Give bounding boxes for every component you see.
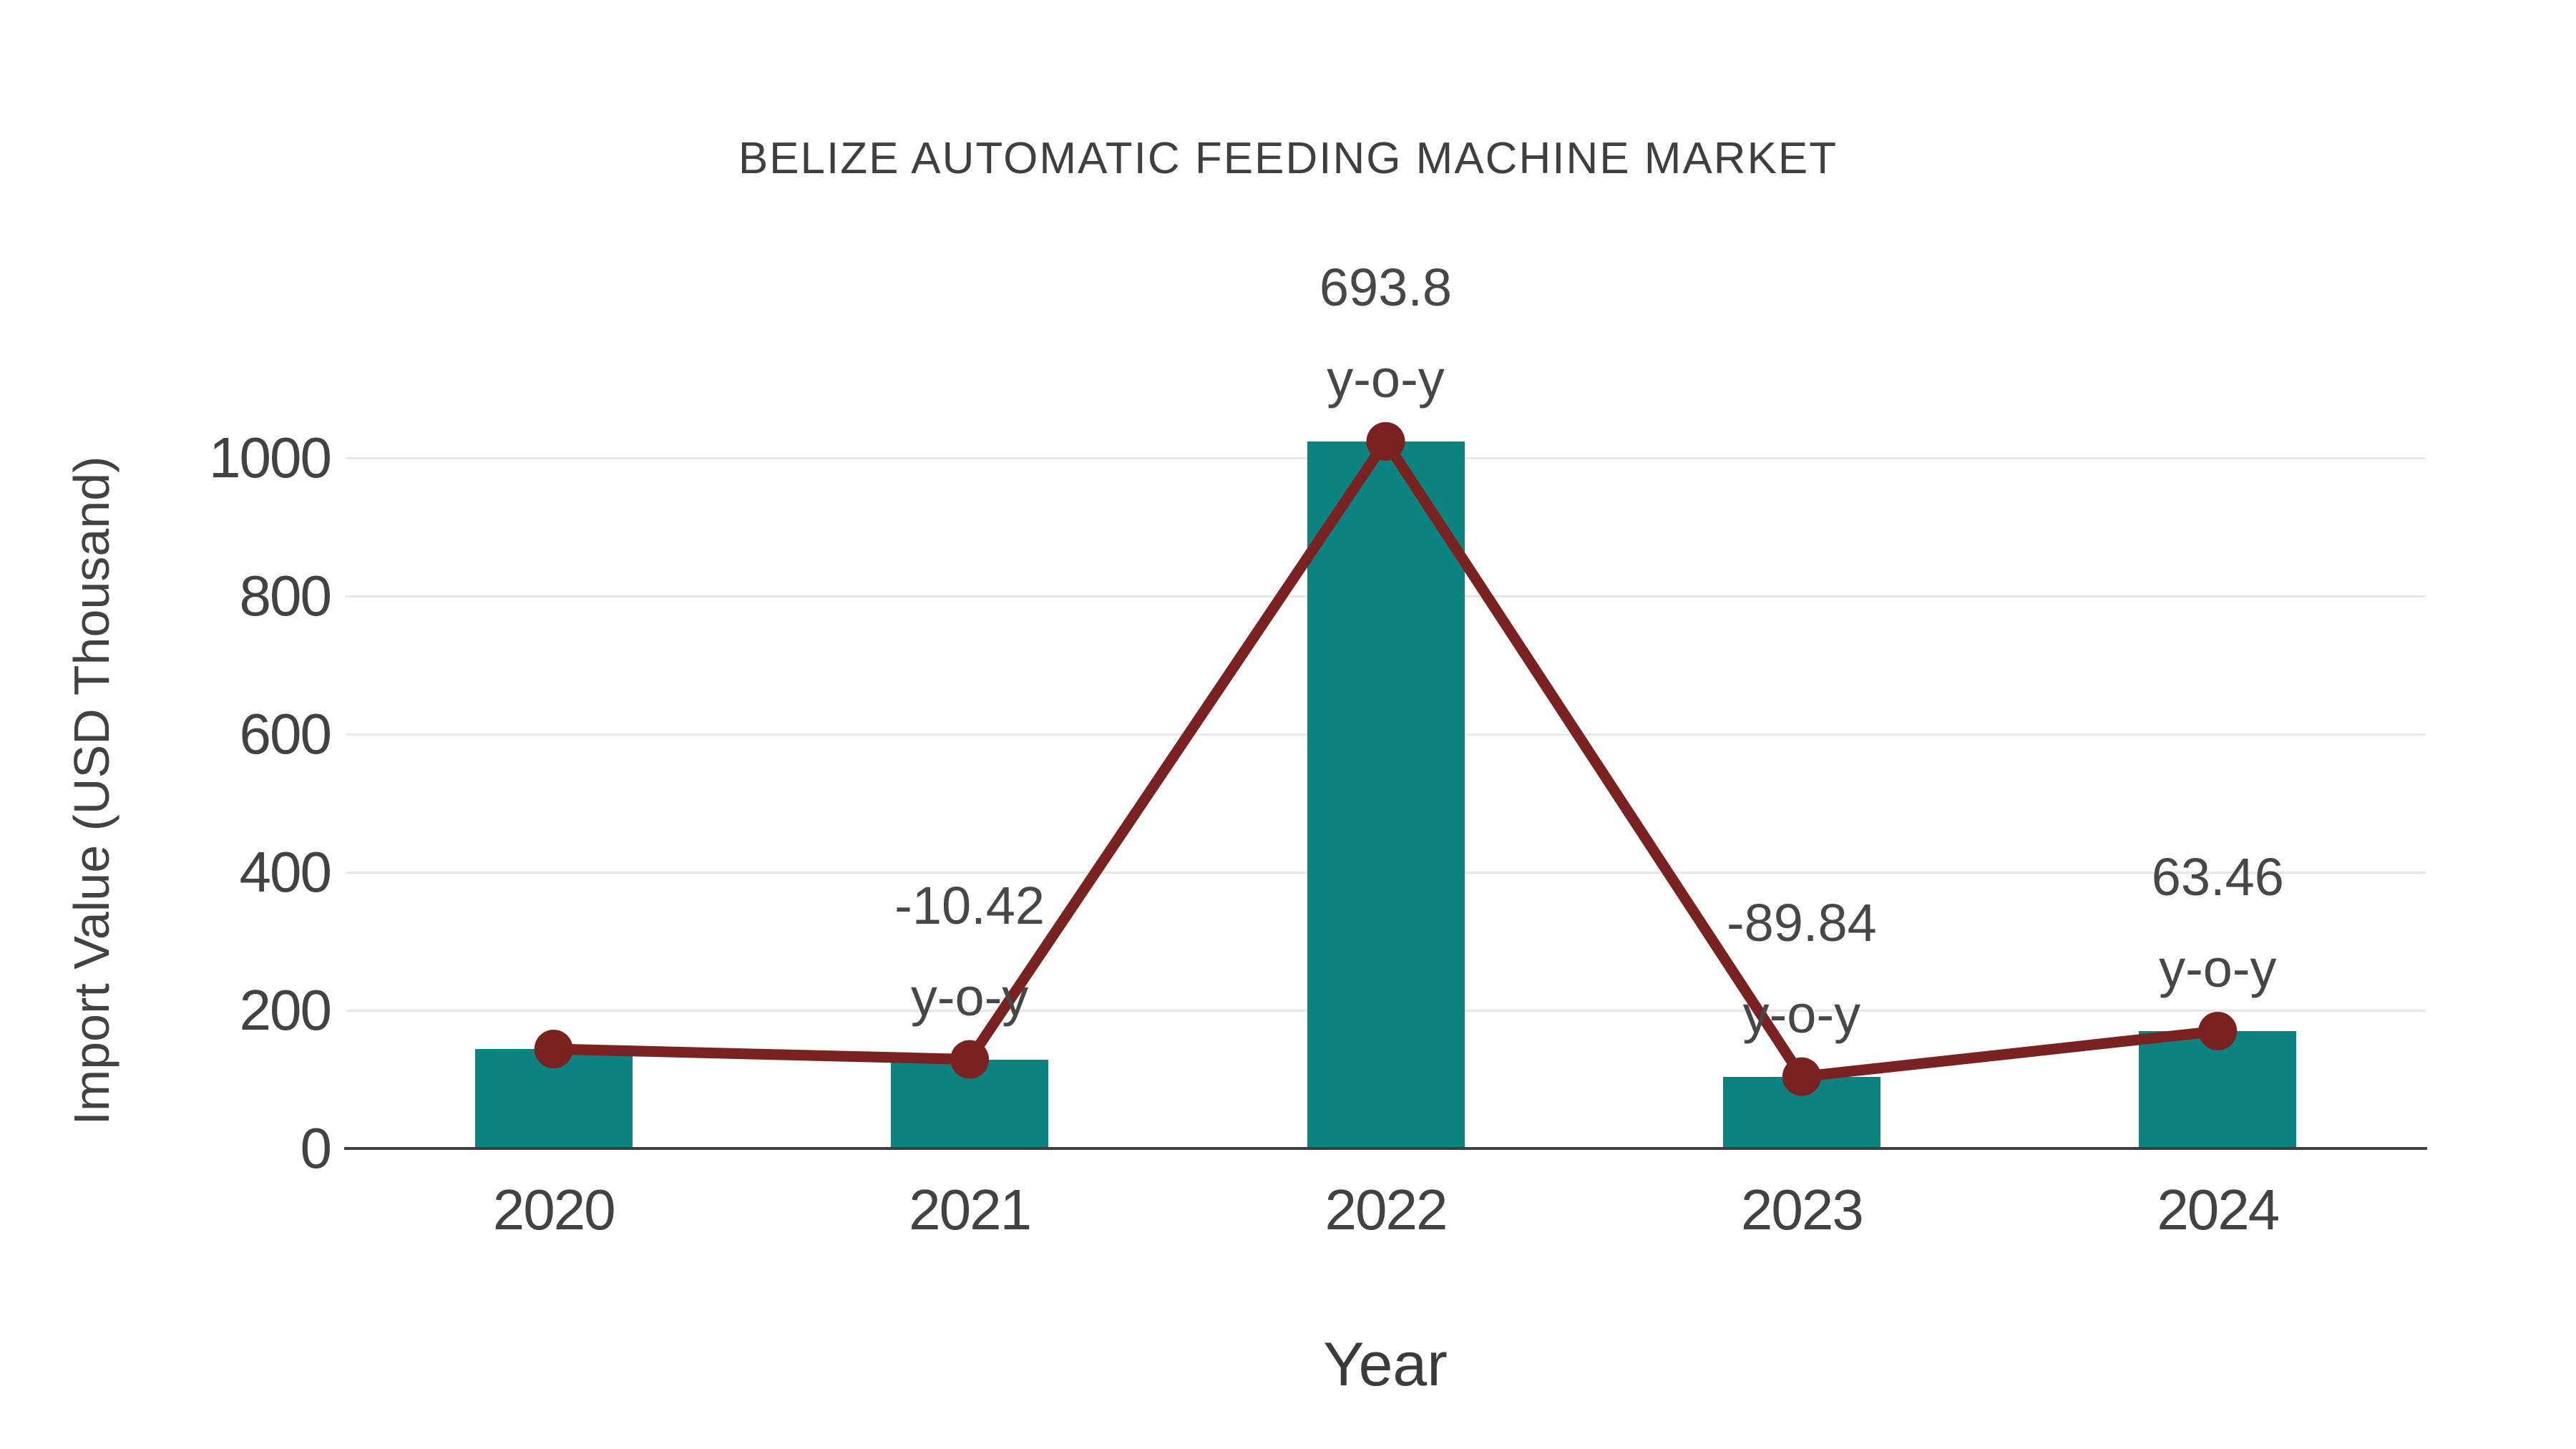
annotation-suffix-2024: y-o-y xyxy=(2159,938,2277,998)
x-tick-label-2024: 2024 xyxy=(2157,1178,2280,1241)
y-tick-label-600: 600 xyxy=(239,702,332,766)
x-axis-line xyxy=(344,1147,2427,1150)
annotation-suffix-2022: y-o-y xyxy=(1327,348,1445,409)
x-tick-label-2021: 2021 xyxy=(909,1178,1032,1241)
annotation-suffix-2021: y-o-y xyxy=(910,967,1029,1027)
y-tick-label-400: 400 xyxy=(239,840,332,904)
y-tick-label-800: 800 xyxy=(239,564,332,628)
y-tick-label-200: 200 xyxy=(239,978,332,1042)
annotation-value-2022: 693.8 xyxy=(1319,257,1453,317)
y-tick-label-0: 0 xyxy=(300,1116,332,1180)
x-tick-label-2022: 2022 xyxy=(1324,1178,1448,1241)
annotation-suffix-2023: y-o-y xyxy=(1742,984,1861,1044)
annotation-value-2024: 63.46 xyxy=(2151,847,2284,907)
annotation-value-2023: -89.84 xyxy=(1726,892,1877,952)
annotation-value-2021: -10.42 xyxy=(894,875,1045,935)
chart-title: BELIZE AUTOMATIC FEEDING MACHINE MARKET xyxy=(738,134,1838,183)
y-tick-label-1000: 1000 xyxy=(209,426,332,489)
x-tick-label-2023: 2023 xyxy=(1740,1178,1864,1241)
x-tick-label-2020: 2020 xyxy=(492,1178,616,1241)
x-axis-title: Year xyxy=(1323,1330,1448,1399)
